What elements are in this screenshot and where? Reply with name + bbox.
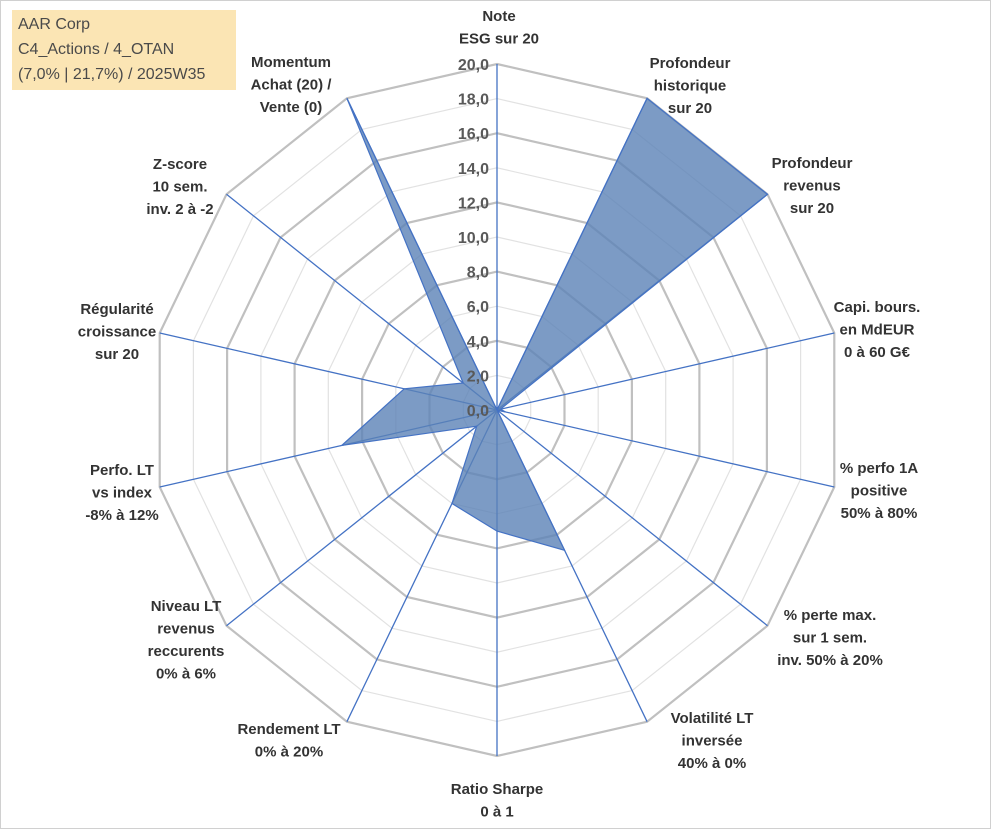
tick-label: 16,0	[458, 126, 489, 143]
radar-series	[339, 97, 769, 552]
axis-label: Ratio Sharpe 0 à 1	[451, 781, 544, 821]
axis-label: Régularité croissance sur 20	[78, 301, 156, 363]
axis-spoke	[496, 332, 835, 411]
tick-label: 20,0	[458, 57, 489, 74]
tick-label: 14,0	[458, 161, 489, 178]
tick-label: 6,0	[467, 299, 489, 316]
axis-label: % perfo 1A positive 50% à 80%	[840, 460, 919, 522]
tick-label: 2,0	[467, 368, 489, 385]
tick-label: 10,0	[458, 230, 489, 247]
radar-axis-labels: Note ESG sur 20 Profondeur historique sur 20…	[78, 8, 921, 821]
axis-label: Profondeur historique sur 20	[650, 55, 731, 117]
tick-label: 18,0	[458, 92, 489, 109]
info-box-stats: (7,0% | 21,7%) / 2025W35	[18, 66, 206, 83]
info-box: AAR Corp C4_Actions / 4_OTAN (7,0% | 21,…	[12, 10, 236, 90]
tick-label: 4,0	[467, 334, 489, 351]
axis-label: Note ESG sur 20	[459, 8, 539, 48]
axis-spoke	[226, 193, 498, 411]
tick-label: 0,0	[467, 403, 489, 420]
axis-spoke	[496, 409, 768, 627]
info-box-company: AAR Corp	[18, 16, 91, 33]
axis-label: Rendement LT 0% à 20%	[237, 721, 340, 761]
axis-label: Profondeur revenus sur 20	[772, 155, 853, 217]
radar-tick-labels: 0,0 2,0 4,0 6,0 8,0 10,0 12,0 14,0 16,0 18,0 20,0	[458, 57, 489, 420]
axis-label: Niveau LT revenus reccurents 0% à 6%	[148, 598, 225, 683]
axis-label: % perte max. sur 1 sem. inv. 50% à 20%	[777, 607, 883, 669]
axis-spoke	[226, 409, 498, 627]
tick-label: 8,0	[467, 265, 489, 282]
axis-label: Volatilité LT inversée 40% à 0%	[671, 710, 754, 772]
axis-label: Capi. bours. en MdEUR 0 à 60 G€	[834, 299, 921, 361]
axis-spoke	[496, 409, 835, 488]
axis-label: Momentum Achat (20) / Vente (0)	[251, 54, 333, 116]
tick-label: 12,0	[458, 195, 489, 212]
axis-label: Perfo. LT vs index -8% à 12%	[85, 462, 158, 524]
series-area	[339, 97, 769, 552]
axis-label: Z-score 10 sem. inv. 2 à -2	[146, 156, 213, 218]
info-box-category: C4_Actions / 4_OTAN	[18, 41, 175, 58]
